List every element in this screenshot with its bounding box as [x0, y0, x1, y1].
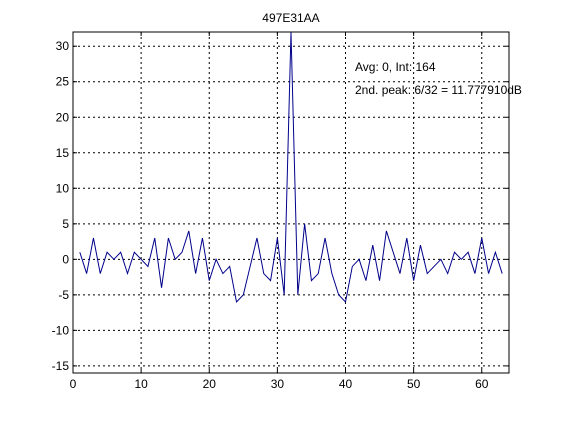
annotation-second-peak: 2nd. peak: 6/32 = 11.777910dB — [355, 83, 522, 97]
annotation-average: Avg: 0, Int: 164 — [355, 60, 436, 74]
y-tick-label: 20 — [56, 110, 70, 124]
plot-area — [73, 32, 509, 373]
x-tick-label: 20 — [203, 377, 217, 391]
y-tick-label: 5 — [62, 217, 69, 231]
chart-title: 497E31AA — [262, 11, 319, 25]
x-tick-label: 50 — [407, 377, 421, 391]
y-tick-label: 25 — [56, 75, 70, 89]
x-tick-label: 40 — [339, 377, 353, 391]
y-tick-label: -5 — [58, 288, 69, 302]
y-tick-label: -15 — [52, 359, 70, 373]
y-tick-label: 10 — [56, 181, 70, 195]
y-tick-label: 15 — [56, 146, 70, 160]
y-tick-label: 0 — [62, 252, 69, 266]
ticks: 0 10 20 30 40 50 60 -15 -10 -5 0 5 10 15 20 25 30 — [52, 32, 509, 391]
y-tick-label: -10 — [52, 323, 70, 337]
grid — [73, 32, 509, 373]
plot-frame — [72, 31, 510, 374]
x-tick-label: 30 — [271, 377, 285, 391]
x-tick-label: 0 — [70, 377, 77, 391]
y-tick-label: 30 — [56, 39, 70, 53]
x-tick-label: 10 — [134, 377, 148, 391]
x-tick-label: 60 — [475, 377, 489, 391]
